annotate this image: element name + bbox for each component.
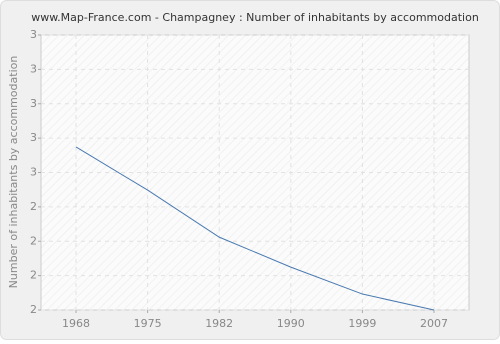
y-axis-label: Number of inhabitants by accommodation xyxy=(7,56,20,289)
y-tick-label: 3 xyxy=(30,62,37,75)
chart-title: www.Map-France.com - Champagney : Number… xyxy=(31,11,479,24)
line xyxy=(75,146,435,311)
x-tick-label: 1990 xyxy=(277,317,305,330)
y-tick-label: 3 xyxy=(30,28,37,41)
x-tick-label: 1968 xyxy=(62,317,90,330)
y-tick-label: 3 xyxy=(30,97,37,110)
x-tick-label: 2007 xyxy=(420,317,448,330)
x-tick-label: 1982 xyxy=(205,317,233,330)
y-tick-label: 2 xyxy=(30,269,37,282)
x-tick-label: 1975 xyxy=(134,317,162,330)
y-tick-label: 3 xyxy=(30,166,37,179)
x-tick-label: 1999 xyxy=(348,317,376,330)
y-tick-label: 3 xyxy=(30,131,37,144)
y-tick-label: 2 xyxy=(30,303,37,316)
plot-area xyxy=(40,34,470,311)
y-tick-label: 2 xyxy=(30,200,37,213)
y-tick-label: 2 xyxy=(30,234,37,247)
